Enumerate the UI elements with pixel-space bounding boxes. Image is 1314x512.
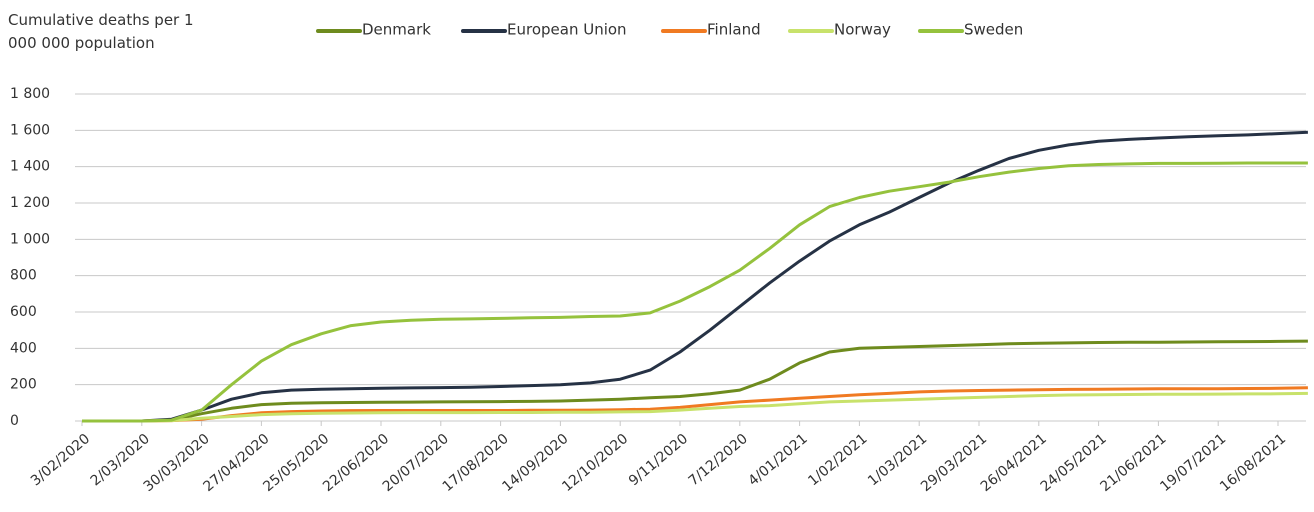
y-tick-label: 1 600 xyxy=(10,122,50,138)
y-tick-label: 1 200 xyxy=(10,195,50,211)
series-line xyxy=(82,161,1308,423)
x-tick-label: 9/11/2020 xyxy=(626,431,691,489)
x-tick-label: 1/02/2021 xyxy=(805,431,870,489)
legend-label: Denmark xyxy=(362,21,431,39)
series-line xyxy=(82,391,1308,423)
x-tick-label: 4/01/2021 xyxy=(745,431,810,489)
x-tick-label: 12/10/2020 xyxy=(559,431,631,495)
legend-label: Sweden xyxy=(964,21,1023,39)
y-tick-label: 400 xyxy=(10,340,37,356)
y-tick-label: 800 xyxy=(10,268,37,284)
series-line xyxy=(82,386,1308,423)
legend-label: Norway xyxy=(834,21,891,39)
x-tick-label: 16/08/2021 xyxy=(1217,431,1289,495)
chart-title: Cumulative deaths per 1 000 000 populati… xyxy=(8,11,194,52)
y-tick-label: 200 xyxy=(10,377,37,393)
legend-label: Finland xyxy=(707,21,761,39)
y-tick-label: 0 xyxy=(10,413,19,429)
y-tick-label: 1 400 xyxy=(10,159,50,175)
y-tick-label: 1 000 xyxy=(10,231,50,247)
x-tick-label: 7/12/2020 xyxy=(686,431,751,489)
series-line xyxy=(82,130,1308,423)
legend-label: European Union xyxy=(507,21,627,39)
y-tick-label: 600 xyxy=(10,304,37,320)
x-tick-label: 3/02/2020 xyxy=(28,431,93,489)
y-tick-label: 1 800 xyxy=(10,86,50,102)
series-line xyxy=(82,339,1308,423)
